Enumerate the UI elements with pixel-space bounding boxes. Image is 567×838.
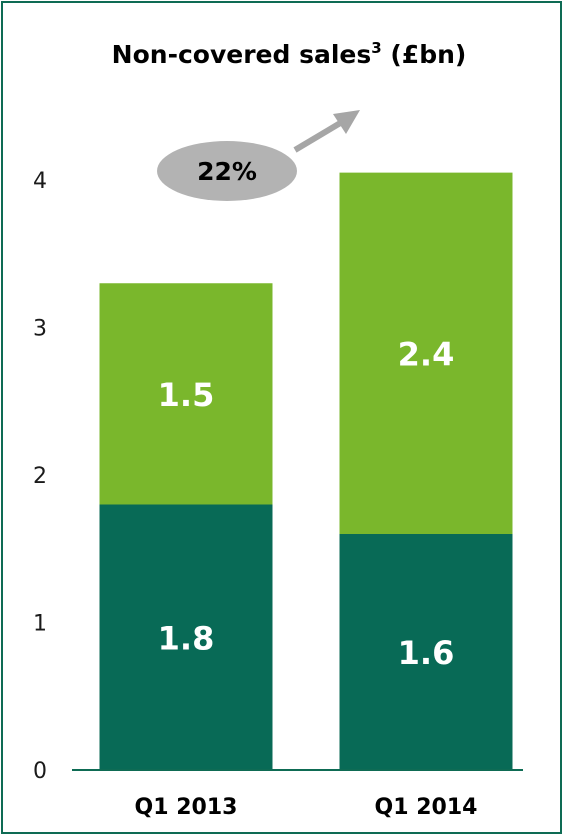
growth-badge [157,141,297,201]
growth-arrow-shaft [293,119,344,153]
growth-badge-text: 22% [197,157,257,186]
bar-value-label: 1.6 [398,634,455,672]
bar-value-label: 1.5 [158,376,215,414]
y-tick-label: 4 [33,169,47,194]
bar-value-label: 2.4 [398,335,455,373]
x-category-label: Q1 2013 [135,795,238,820]
bar-segment [339,172,513,534]
growth-arrow-head [333,110,360,134]
bar-value-labels: 1.8 1.5 1.6 2.4 [158,335,455,672]
y-tick-label: 0 [33,759,47,784]
chart-title-unit: (£bn) [382,40,467,69]
y-tick-label: 2 [33,464,47,489]
bars [99,172,513,770]
growth-annotation: 22% [157,110,360,201]
chart-title-superscript: 3 [371,39,381,57]
x-category-label: Q1 2014 [375,795,478,820]
y-tick-label: 1 [33,612,47,637]
bar-segment [99,283,273,505]
chart-title: Non-covered sales3 (£bn) [112,39,467,69]
chart-title-text: Non-covered sales [112,40,372,69]
category-labels: Q1 2013 Q1 2014 [135,795,478,820]
bar-segment [339,534,513,770]
bar-value-label: 1.8 [158,619,215,657]
bar-segment [99,504,273,770]
y-tick-label: 3 [33,317,47,342]
y-axis-ticks: 0 1 2 3 4 [33,169,47,784]
